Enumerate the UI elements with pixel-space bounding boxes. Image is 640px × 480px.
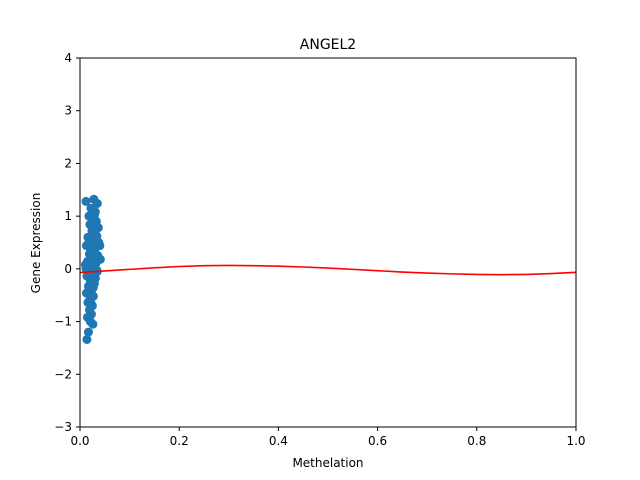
y-tick-label: 4 bbox=[64, 51, 72, 65]
y-tick-label: 1 bbox=[64, 209, 72, 223]
data-point bbox=[82, 334, 92, 344]
y-axis-label: Gene Expression bbox=[29, 193, 43, 294]
x-tick-label: 0.4 bbox=[269, 434, 288, 448]
data-point bbox=[90, 227, 100, 237]
plot-frame bbox=[79, 57, 577, 428]
data-point bbox=[88, 319, 98, 329]
data-point bbox=[81, 196, 91, 206]
y-tick-label: 3 bbox=[64, 104, 72, 118]
data-point bbox=[83, 327, 93, 337]
data-point bbox=[85, 248, 95, 258]
y-axis: −3 −2 −1 0 1 2 3 4 bbox=[54, 51, 80, 434]
x-axis-label: Methelation bbox=[292, 456, 363, 470]
data-point bbox=[81, 264, 91, 274]
x-axis: 0.0 0.2 0.4 0.6 0.8 1.0 bbox=[70, 427, 586, 448]
y-tick-label: −2 bbox=[54, 367, 72, 381]
chart-title: ANGEL2 bbox=[300, 37, 356, 53]
x-tick-label: 1.0 bbox=[566, 434, 585, 448]
y-tick-label: 2 bbox=[64, 156, 72, 170]
data-point bbox=[89, 210, 99, 220]
y-tick-label: 0 bbox=[64, 262, 72, 276]
data-point bbox=[86, 298, 96, 308]
y-tick-label: −3 bbox=[54, 420, 72, 434]
fit-curve-line bbox=[80, 264, 576, 276]
data-point bbox=[92, 198, 102, 208]
fit-curve bbox=[80, 264, 576, 276]
scatter-points bbox=[80, 194, 105, 344]
x-tick-label: 0.8 bbox=[467, 434, 486, 448]
data-point bbox=[91, 219, 101, 229]
x-tick-label: 0.2 bbox=[170, 434, 189, 448]
data-point bbox=[84, 238, 94, 247]
y-tick-label: −1 bbox=[54, 315, 72, 329]
x-tick-label: 0.6 bbox=[368, 434, 387, 448]
x-tick-label: 0.0 bbox=[70, 434, 89, 448]
data-point bbox=[88, 282, 98, 292]
